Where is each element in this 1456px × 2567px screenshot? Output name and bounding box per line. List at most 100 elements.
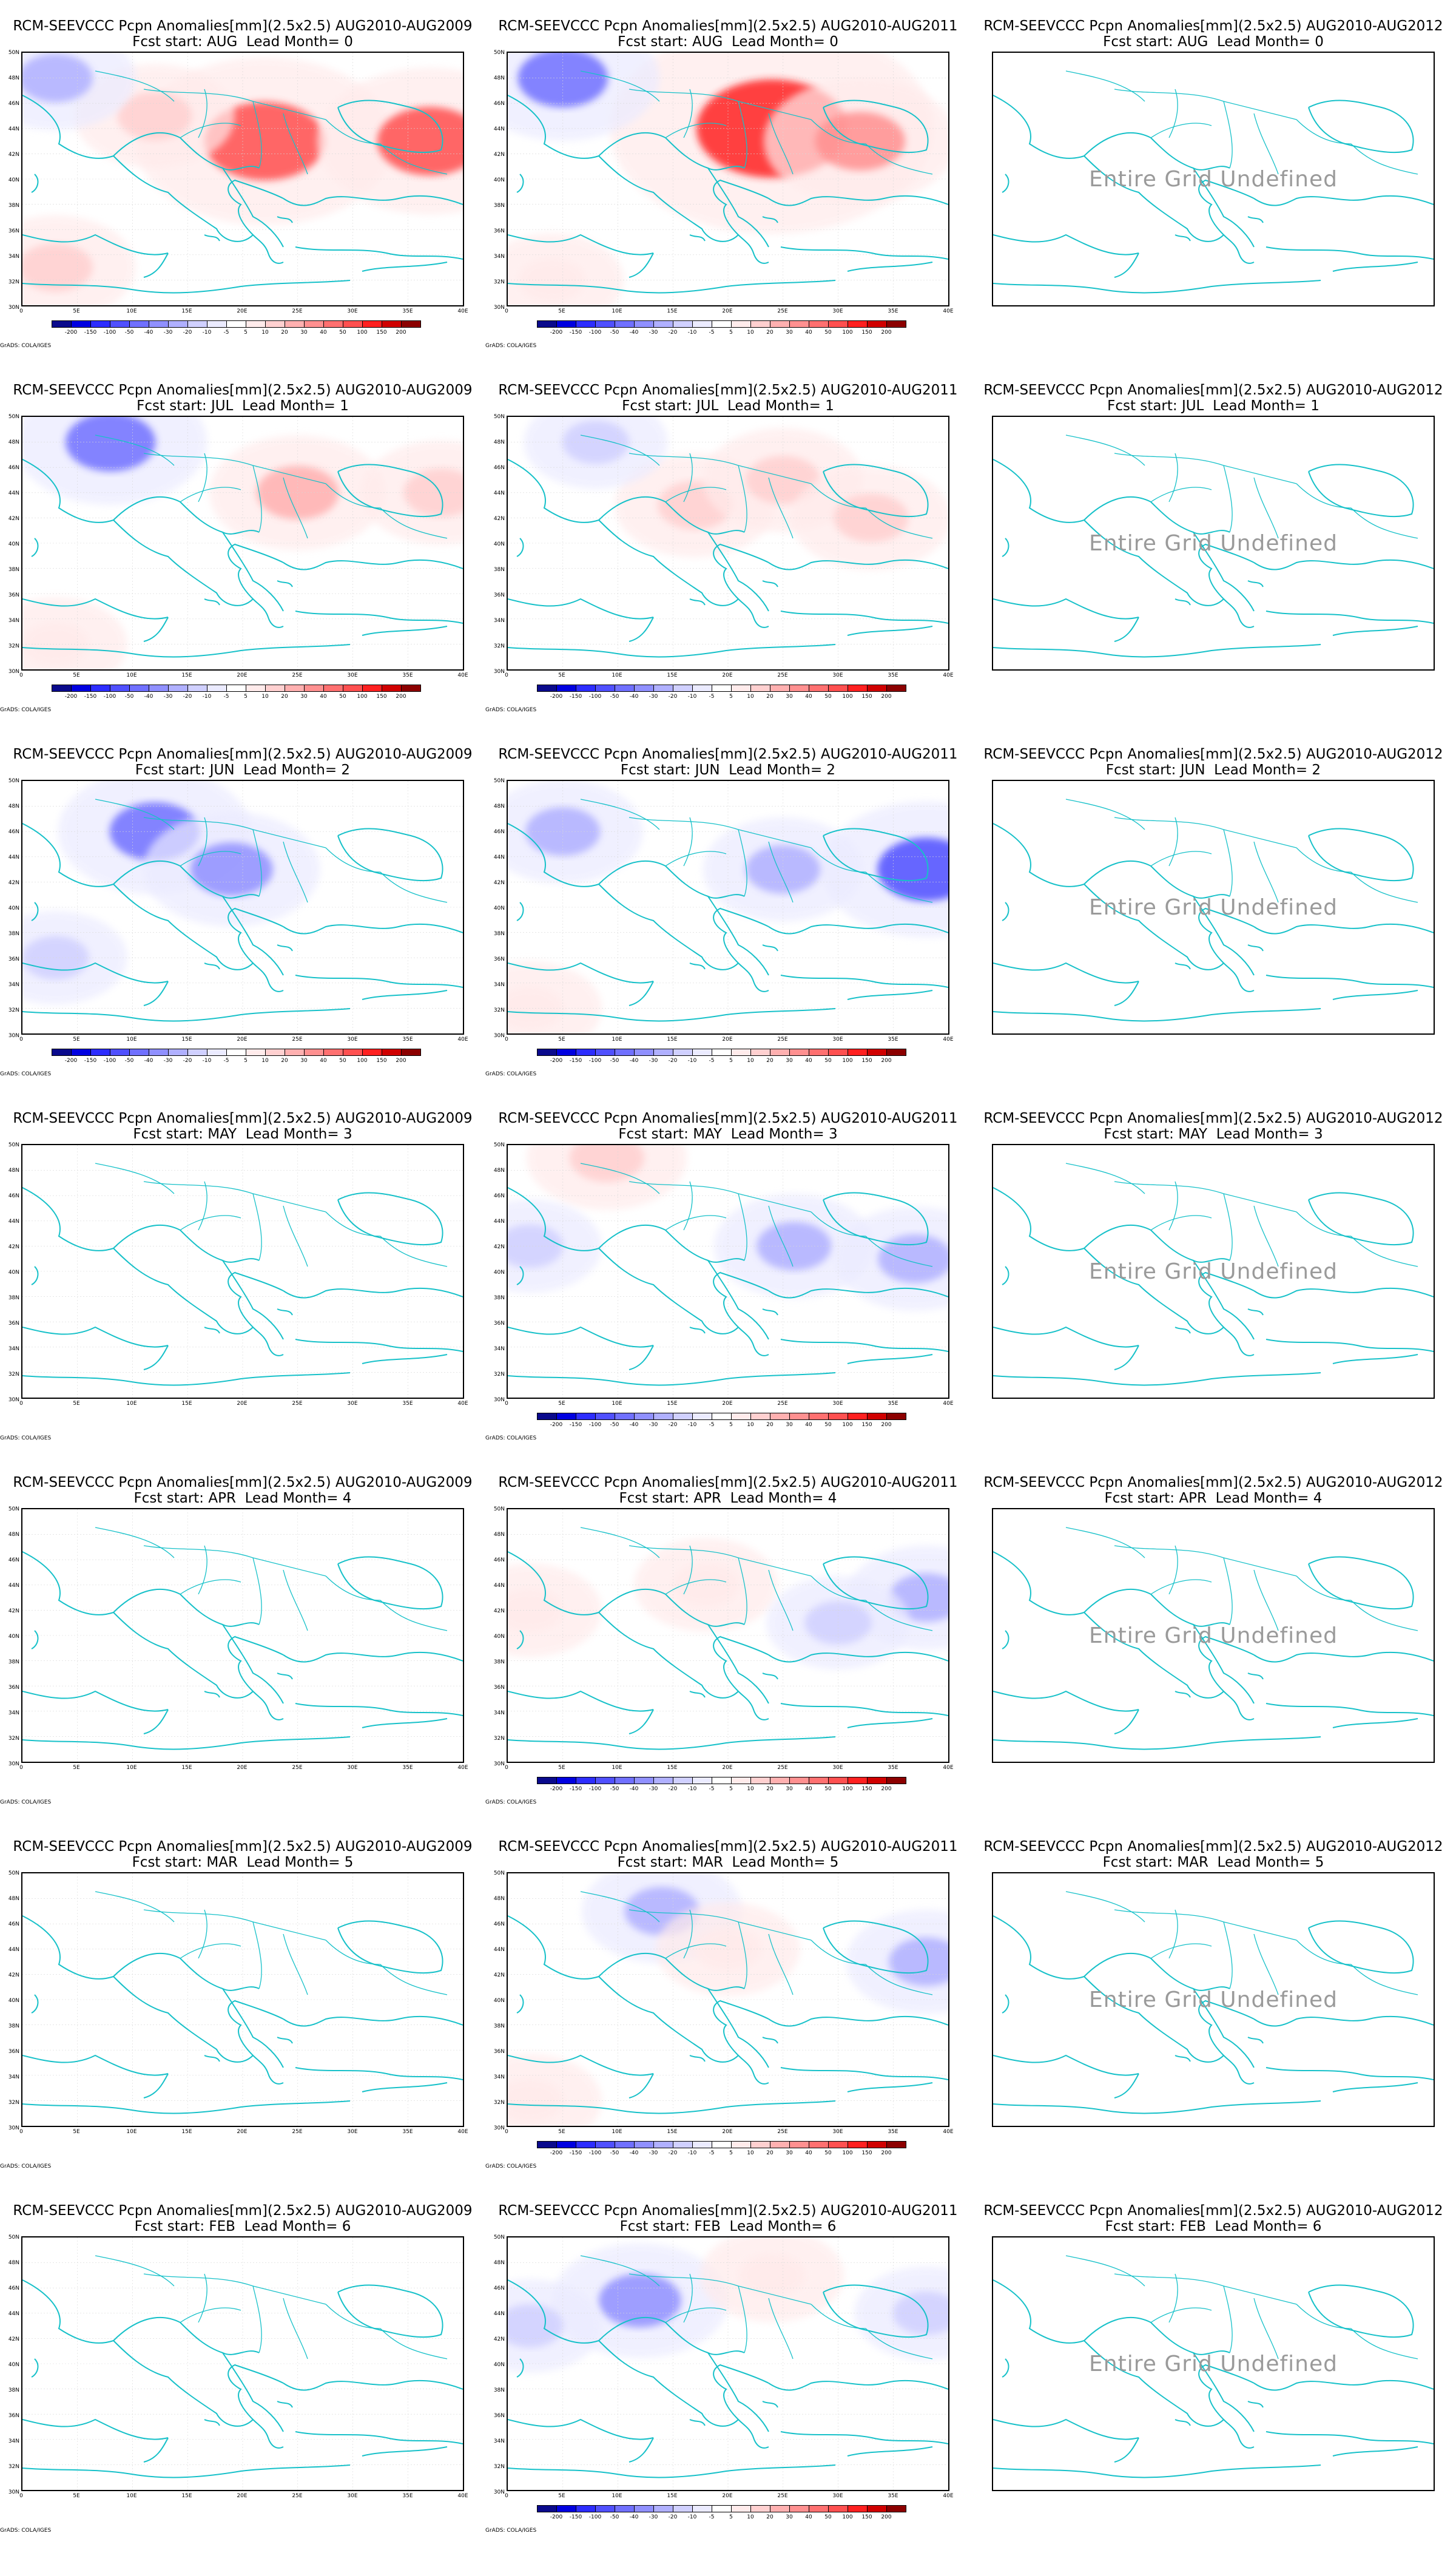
coastline <box>252 962 284 992</box>
country-border <box>1296 1575 1352 1601</box>
undefined-grid-message: Entire Grid Undefined <box>1089 1259 1338 1284</box>
country-border <box>1296 847 1352 873</box>
colorbar-label: -40 <box>629 330 639 336</box>
coastline <box>707 1260 769 1340</box>
country-border <box>1065 70 1145 102</box>
colorbar-label: 5 <box>729 2514 733 2520</box>
latitude-label: 42N <box>8 1608 19 1614</box>
colorbar-cell <box>886 685 906 692</box>
coastline <box>337 464 443 518</box>
colorbar-label: 150 <box>376 330 387 336</box>
coastline <box>283 1651 463 1663</box>
colorbar-cell <box>712 320 732 328</box>
panel-title: RCM-SEEVCCC Pcpn Anomalies[mm](2.5x2.5) … <box>498 1475 958 1490</box>
coastline <box>823 1556 929 1610</box>
coastline <box>707 2352 769 2432</box>
colorbar-cell <box>537 2505 557 2512</box>
coastline <box>629 2073 654 2099</box>
colorbar-cell <box>848 320 868 328</box>
coastline <box>283 559 463 570</box>
longitude-label: 20E <box>722 308 733 314</box>
longitude-label: 15E <box>667 1401 678 1407</box>
colorbar-cell <box>265 1049 285 1056</box>
panel-subtitle: Fcst start: JUL Lead Month= 1 <box>136 398 349 414</box>
colorbar-label: -150 <box>569 2514 582 2520</box>
colorbar-label: -100 <box>103 1058 116 1064</box>
colorbar-cell <box>809 2505 829 2512</box>
country-border <box>811 1940 866 1965</box>
coastline <box>629 1345 654 1370</box>
longitude-label: 25E <box>292 672 303 678</box>
colorbar-label: -50 <box>610 694 619 700</box>
country-border <box>325 2304 381 2329</box>
longitude-label: 20E <box>237 308 248 314</box>
anomaly-patch <box>877 837 948 901</box>
anomaly-patch <box>22 936 89 980</box>
coastline <box>738 962 769 992</box>
country-border <box>143 817 326 848</box>
colorbar-label: -50 <box>610 1058 619 1064</box>
colorbar-label: -50 <box>124 330 134 336</box>
coastline <box>283 2015 463 2027</box>
coastline <box>780 1703 948 1716</box>
colorbar-cell <box>71 320 91 328</box>
panel-title: RCM-SEEVCCC Pcpn Anomalies[mm](2.5x2.5) … <box>13 746 473 762</box>
colorbar-label: 20 <box>766 1058 774 1064</box>
colorbar-cell <box>168 320 188 328</box>
colorbar-label: -100 <box>103 330 116 336</box>
colorbar-cell <box>285 320 305 328</box>
country-border <box>252 465 262 533</box>
colorbar-cell <box>653 1413 673 1420</box>
coastline <box>629 1709 654 1734</box>
colorbar-label: 200 <box>396 694 406 700</box>
coastline <box>993 598 1139 620</box>
coastline <box>993 2418 1139 2440</box>
latitude-label: 38N <box>8 203 19 209</box>
longitude-label: 25E <box>777 672 788 678</box>
colorbar-label: 150 <box>376 694 387 700</box>
coastline <box>1266 246 1434 260</box>
colorbar-label: -10 <box>687 1786 697 1792</box>
colorbar-cell <box>653 2505 673 2512</box>
coastline <box>993 234 1139 255</box>
coastline <box>768 195 948 206</box>
coastline <box>508 1372 836 1386</box>
country-border <box>380 871 448 903</box>
country-border <box>1223 2285 1233 2353</box>
coastline <box>629 252 654 278</box>
map-panel: RCM-SEEVCCC Pcpn Anomalies[mm](2.5x2.5) … <box>0 1839 485 2203</box>
latitude-label: 38N <box>493 2023 505 2029</box>
colorbar-label: 5 <box>729 2150 733 2156</box>
longitude-label: 30E <box>832 1401 843 1407</box>
colorbar-cell <box>809 1777 829 1784</box>
panel-subtitle: Fcst start: JUL Lead Month= 1 <box>1107 398 1320 414</box>
coastline <box>22 1736 351 1750</box>
coastline <box>1175 598 1191 606</box>
country-border <box>95 435 175 466</box>
colorbar-cell <box>556 1049 576 1056</box>
coastline <box>823 1920 929 1974</box>
country-border <box>1150 487 1212 502</box>
coastline <box>1114 981 1139 1006</box>
colorbar-cell <box>653 1049 673 1056</box>
coastline <box>508 823 769 970</box>
colorbar-cell <box>867 1777 887 1784</box>
latitude-label: 32N <box>493 279 505 285</box>
coastline <box>689 598 706 606</box>
coastline <box>598 2317 745 2355</box>
coastline <box>768 1651 948 1663</box>
longitude-label: 5E <box>73 2493 80 2499</box>
latitude-label: 30N <box>8 2489 19 2495</box>
country-border <box>1114 1181 1297 1212</box>
colorbar-label: 200 <box>396 330 406 336</box>
coastline <box>1247 1308 1264 1316</box>
coastline <box>1084 2317 1230 2355</box>
coastline <box>1247 944 1264 952</box>
longitude-label: 35E <box>402 672 413 678</box>
coastline <box>1193 167 1255 248</box>
longitude-label: 25E <box>292 1037 303 1043</box>
latitude-label: 50N <box>8 1142 19 1148</box>
colorbar-cell <box>576 2505 596 2512</box>
longitude-label: 25E <box>292 2129 303 2135</box>
colorbar-cell <box>867 2505 887 2512</box>
